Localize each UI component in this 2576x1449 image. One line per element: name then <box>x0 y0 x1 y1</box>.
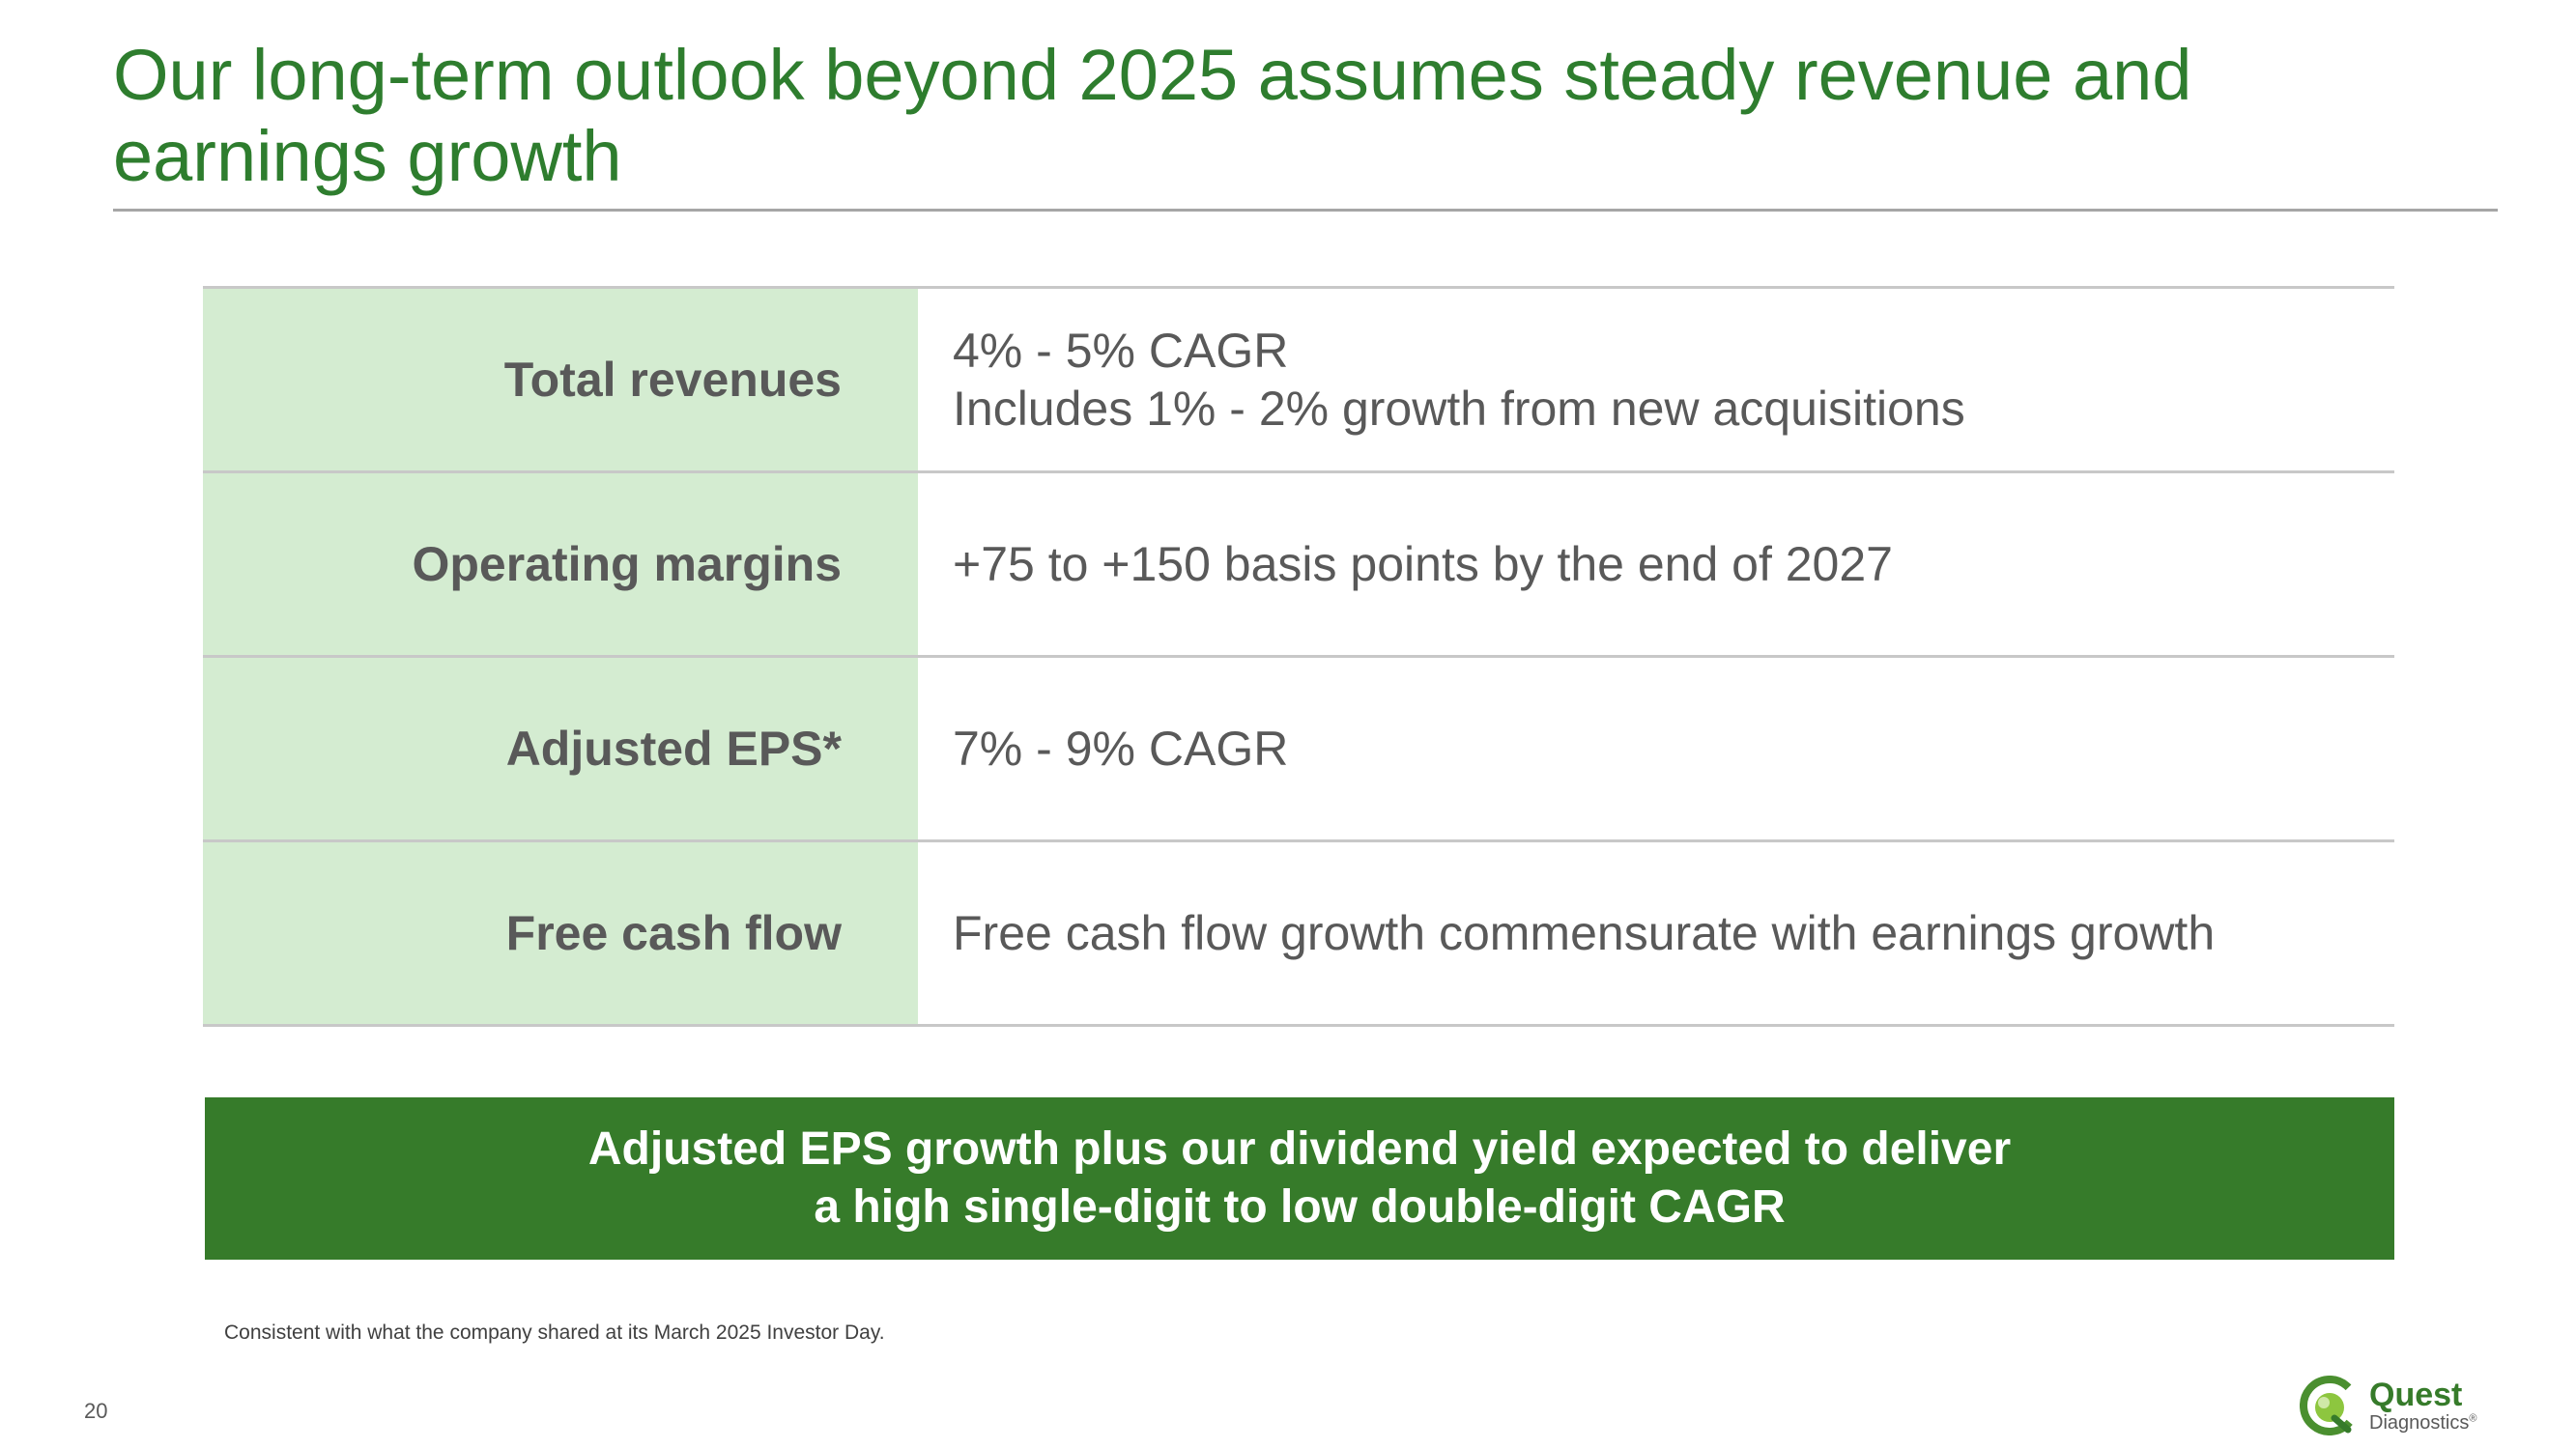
title-divider <box>113 209 2498 212</box>
outlook-row-adjusted-eps: Adjusted EPS* 7% - 9% CAGR <box>203 658 2394 842</box>
row-label: Free cash flow <box>203 842 918 1024</box>
row-label: Adjusted EPS* <box>203 658 918 839</box>
outlook-table: Total revenues 4% - 5% CAGR Includes 1% … <box>203 286 2394 1027</box>
logo-subbrand-text: Diagnostics <box>2369 1412 2470 1434</box>
row-value: 4% - 5% CAGR Includes 1% - 2% growth fro… <box>918 289 2394 470</box>
outlook-row-operating-margins: Operating margins +75 to +150 basis poin… <box>203 473 2394 658</box>
callout-line: Adjusted EPS growth plus our dividend yi… <box>587 1123 2012 1175</box>
row-value-line: 4% - 5% CAGR <box>953 324 1289 378</box>
row-value-line: Includes 1% - 2% growth from new acquisi… <box>953 382 1965 436</box>
outlook-row-total-revenues: Total revenues 4% - 5% CAGR Includes 1% … <box>203 289 2394 473</box>
footnote: Consistent with what the company shared … <box>224 1321 885 1344</box>
logo-subbrand: Diagnostics® <box>2369 1413 2477 1433</box>
row-value-line: 7% - 9% CAGR <box>953 722 1289 776</box>
row-value: 7% - 9% CAGR <box>918 658 2394 839</box>
row-label: Operating margins <box>203 473 918 655</box>
row-value: +75 to +150 basis points by the end of 2… <box>918 473 2394 655</box>
callout-banner: Adjusted EPS growth plus our dividend yi… <box>205 1097 2394 1260</box>
outlook-row-free-cash-flow: Free cash flow Free cash flow growth com… <box>203 842 2394 1027</box>
logo-wordmark: Quest Diagnostics® <box>2369 1378 2477 1433</box>
quest-logo-icon <box>2300 1376 2360 1435</box>
row-value-line: Free cash flow growth commensurate with … <box>953 906 2216 960</box>
callout-line: a high single-digit to low double-digit … <box>814 1181 1786 1233</box>
trademark-mark: ® <box>2469 1412 2477 1425</box>
slide-title: Our long-term outlook beyond 2025 assume… <box>113 35 2192 196</box>
page-number: 20 <box>84 1399 108 1423</box>
row-label: Total revenues <box>203 289 918 470</box>
row-value-line: +75 to +150 basis points by the end of 2… <box>953 537 1893 591</box>
logo-brand-line: Quest <box>2369 1377 2463 1413</box>
row-value: Free cash flow growth commensurate with … <box>918 842 2394 1024</box>
quest-logo: Quest Diagnostics® <box>2300 1372 2522 1439</box>
